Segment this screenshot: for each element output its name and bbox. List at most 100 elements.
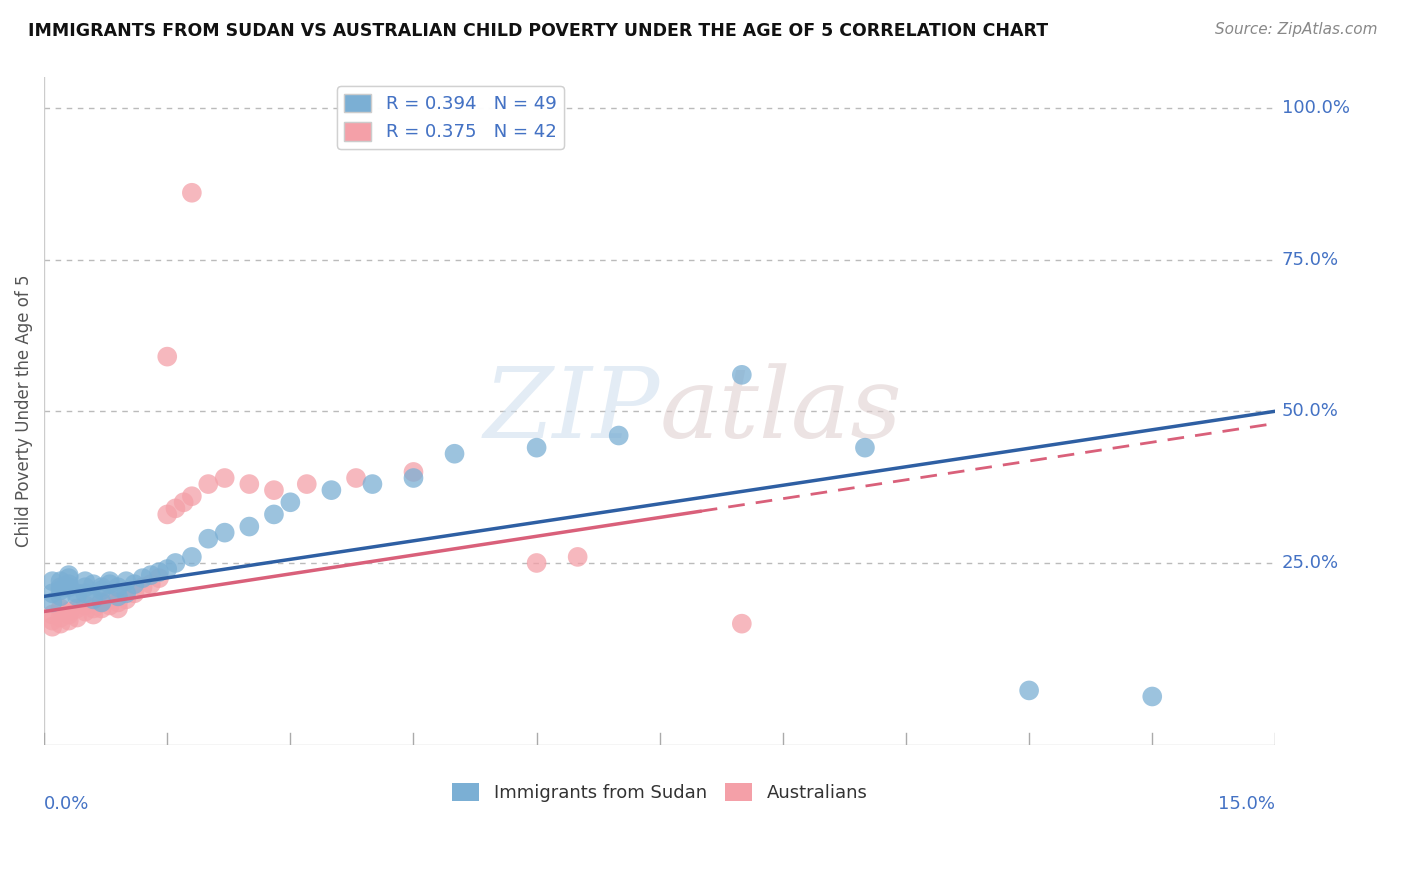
Point [124, 577, 146, 591]
Legend: R = 0.394   N = 49, R = 0.375   N = 42: R = 0.394 N = 49, R = 0.375 N = 42 [337, 87, 564, 149]
Point [98, 577, 121, 591]
Point [75, 586, 97, 600]
Point [214, 525, 236, 540]
Text: 15.0%: 15.0% [1219, 795, 1275, 814]
Text: IMMIGRANTS FROM SUDAN VS AUSTRALIAN CHILD POVERTY UNDER THE AGE OF 5 CORRELATION: IMMIGRANTS FROM SUDAN VS AUSTRALIAN CHIL… [28, 22, 1049, 40]
Text: Source: ZipAtlas.com: Source: ZipAtlas.com [1215, 22, 1378, 37]
Point [344, 471, 367, 485]
Point [156, 350, 179, 364]
Point [280, 495, 302, 509]
Point [58, 614, 80, 628]
Point [165, 556, 187, 570]
Point [238, 519, 260, 533]
Text: 50.0%: 50.0% [1281, 402, 1339, 420]
Point [139, 568, 162, 582]
Point [66, 601, 89, 615]
Text: 100.0%: 100.0% [1281, 99, 1350, 117]
Point [41, 586, 63, 600]
Point [98, 574, 121, 589]
Point [49, 601, 72, 615]
Point [197, 532, 219, 546]
Point [731, 368, 754, 382]
Point [148, 571, 170, 585]
Point [156, 508, 179, 522]
Point [180, 489, 202, 503]
Point [107, 601, 129, 615]
Point [66, 586, 89, 600]
Point [402, 471, 425, 485]
Point [58, 607, 80, 622]
Point [107, 590, 129, 604]
Point [321, 483, 343, 497]
Point [49, 616, 72, 631]
Point [75, 599, 97, 613]
Point [443, 447, 465, 461]
Point [58, 580, 80, 594]
Point [115, 574, 138, 589]
Point [49, 583, 72, 598]
Point [58, 605, 80, 619]
Point [90, 580, 112, 594]
Point [263, 483, 285, 497]
Point [731, 616, 754, 631]
Point [156, 562, 179, 576]
Point [49, 610, 72, 624]
Point [115, 586, 138, 600]
Point [214, 471, 236, 485]
Point [90, 583, 112, 598]
Point [567, 549, 589, 564]
Point [41, 620, 63, 634]
Point [90, 595, 112, 609]
Text: 0.0%: 0.0% [44, 795, 90, 814]
Point [853, 441, 876, 455]
Point [180, 549, 202, 564]
Point [75, 580, 97, 594]
Point [402, 465, 425, 479]
Text: 25.0%: 25.0% [1281, 554, 1339, 572]
Point [66, 590, 89, 604]
Point [107, 580, 129, 594]
Point [41, 595, 63, 609]
Point [41, 614, 63, 628]
Point [98, 592, 121, 607]
Point [49, 590, 72, 604]
Point [49, 580, 72, 594]
Point [148, 565, 170, 579]
Point [1142, 690, 1164, 704]
Point [526, 441, 548, 455]
Point [180, 186, 202, 200]
Point [58, 577, 80, 591]
Point [90, 595, 112, 609]
Text: 75.0%: 75.0% [1281, 251, 1339, 268]
Point [82, 607, 104, 622]
Point [82, 577, 104, 591]
Point [90, 601, 112, 615]
Point [361, 477, 384, 491]
Point [75, 574, 97, 589]
Point [526, 556, 548, 570]
Point [75, 605, 97, 619]
Y-axis label: Child Poverty Under the Age of 5: Child Poverty Under the Age of 5 [15, 275, 32, 548]
Text: ZIP: ZIP [484, 364, 659, 458]
Point [66, 610, 89, 624]
Point [124, 586, 146, 600]
Point [131, 571, 153, 585]
Text: atlas: atlas [659, 364, 903, 458]
Point [197, 477, 219, 491]
Point [607, 428, 630, 442]
Point [58, 568, 80, 582]
Point [98, 599, 121, 613]
Point [139, 577, 162, 591]
Point [238, 477, 260, 491]
Point [58, 571, 80, 585]
Point [263, 508, 285, 522]
Point [82, 601, 104, 615]
Point [115, 592, 138, 607]
Point [295, 477, 318, 491]
Point [41, 607, 63, 622]
Point [41, 574, 63, 589]
Point [165, 501, 187, 516]
Point [1018, 683, 1040, 698]
Point [131, 580, 153, 594]
Point [82, 592, 104, 607]
